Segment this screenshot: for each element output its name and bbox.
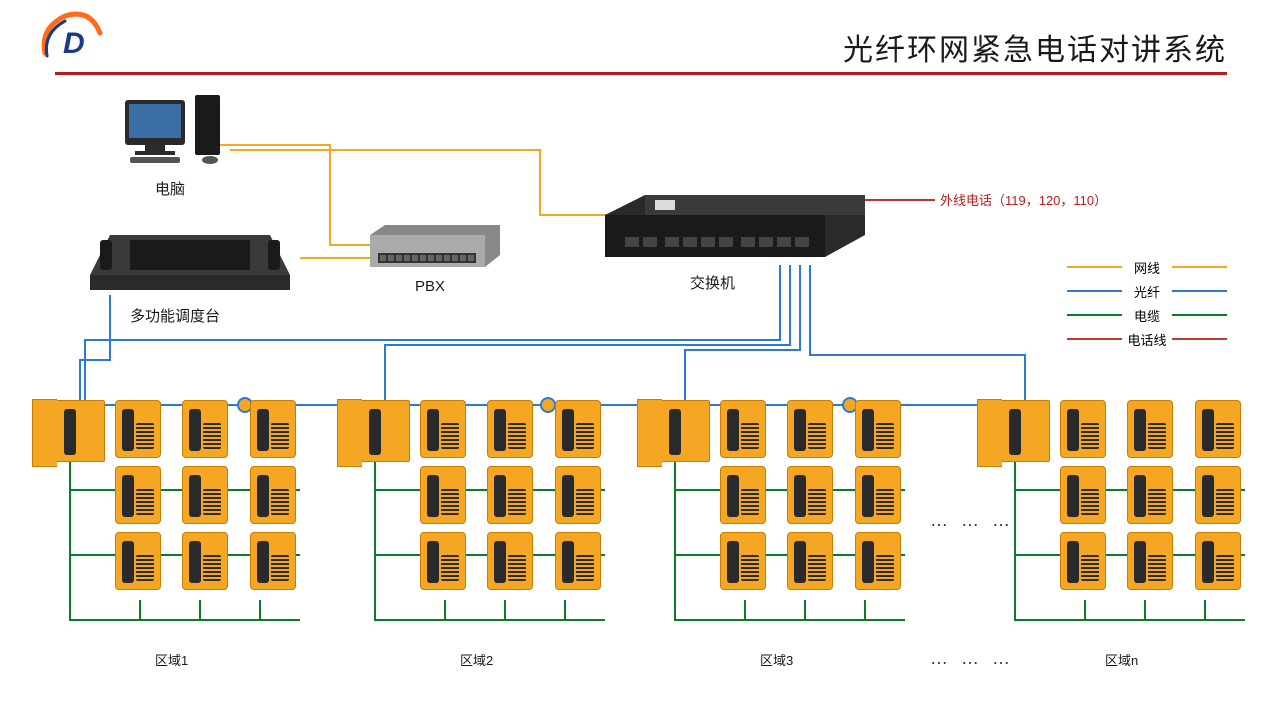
- master-phone-icon: [360, 400, 410, 462]
- legend-row: 电话线: [1067, 327, 1227, 351]
- svg-text:D: D: [63, 27, 85, 60]
- zone-label: 区域2: [460, 650, 493, 669]
- phone-icon: [182, 400, 228, 458]
- switch-device: [605, 195, 865, 265]
- phone-icon: [787, 532, 833, 590]
- legend-row: 电缆: [1067, 303, 1227, 327]
- legend-label: 网线: [1122, 258, 1172, 277]
- master-phone-icon: [660, 400, 710, 462]
- legend-swatch-phone: [1067, 338, 1122, 340]
- phone-icon: [855, 532, 901, 590]
- phone-icon: [420, 466, 466, 524]
- phone-icon: [487, 466, 533, 524]
- phone-icon: [855, 466, 901, 524]
- phone-icon: [115, 466, 161, 524]
- legend-label: 光纤: [1122, 282, 1172, 301]
- external-line-label: 外线电话（119，120，110）: [940, 190, 1107, 209]
- zone-3: [660, 400, 920, 590]
- phone-icon: [720, 400, 766, 458]
- phone-icon: [787, 400, 833, 458]
- master-phone-icon: [1000, 400, 1050, 462]
- phone-icon: [555, 400, 601, 458]
- zone-1: [55, 400, 315, 590]
- phone-grid: [420, 400, 610, 590]
- phone-icon: [1127, 400, 1173, 458]
- legend-label: 电话线: [1122, 330, 1172, 349]
- legend-swatch-cable: [1067, 314, 1122, 316]
- phone-icon: [115, 400, 161, 458]
- phone-icon: [1195, 532, 1241, 590]
- phone-icon: [1060, 400, 1106, 458]
- phone-icon: [855, 400, 901, 458]
- phone-icon: [182, 466, 228, 524]
- phone-icon: [1060, 466, 1106, 524]
- phone-icon: [420, 400, 466, 458]
- zone-label: 区域1: [155, 650, 188, 669]
- legend-swatch-network: [1067, 266, 1122, 268]
- legend-row: 光纤: [1067, 279, 1227, 303]
- pbx-label: PBX: [415, 278, 445, 295]
- page-title: 光纤环网紧急电话对讲系统: [843, 25, 1227, 69]
- legend-row: 网线: [1067, 255, 1227, 279]
- phone-grid: [1060, 400, 1250, 590]
- console-label: 多功能调度台: [130, 305, 220, 326]
- computer-label: 电脑: [155, 178, 185, 199]
- phone-icon: [1127, 532, 1173, 590]
- phone-icon: [250, 400, 296, 458]
- phone-icon: [1060, 532, 1106, 590]
- legend: 网线 光纤 电缆 电话线: [1067, 255, 1227, 351]
- phone-icon: [487, 532, 533, 590]
- pbx-device: [370, 225, 500, 270]
- zone-n: [1000, 400, 1260, 590]
- phone-grid: [115, 400, 305, 590]
- phone-icon: [555, 532, 601, 590]
- switch-label: 交换机: [690, 272, 735, 293]
- ellipsis: … … …: [930, 648, 1014, 669]
- legend-swatch-fiber: [1067, 290, 1122, 292]
- logo: D: [35, 8, 105, 66]
- zone-label: 区域n: [1105, 650, 1138, 669]
- phone-icon: [250, 532, 296, 590]
- zone-2: [360, 400, 620, 590]
- zone-label: 区域3: [760, 650, 793, 669]
- phone-grid: [720, 400, 910, 590]
- master-phone-icon: [55, 400, 105, 462]
- phone-icon: [720, 466, 766, 524]
- legend-label: 电缆: [1122, 306, 1172, 325]
- phone-icon: [182, 532, 228, 590]
- phone-icon: [250, 466, 296, 524]
- phone-icon: [1127, 466, 1173, 524]
- title-underline: [55, 72, 1227, 75]
- phone-icon: [1195, 466, 1241, 524]
- phone-icon: [1195, 400, 1241, 458]
- phone-icon: [420, 532, 466, 590]
- phone-icon: [720, 532, 766, 590]
- phone-icon: [787, 466, 833, 524]
- phone-icon: [555, 466, 601, 524]
- computer-device: [120, 95, 230, 165]
- phone-icon: [487, 400, 533, 458]
- ellipsis: … … …: [930, 510, 1014, 531]
- phone-icon: [115, 532, 161, 590]
- console-device: [80, 225, 300, 295]
